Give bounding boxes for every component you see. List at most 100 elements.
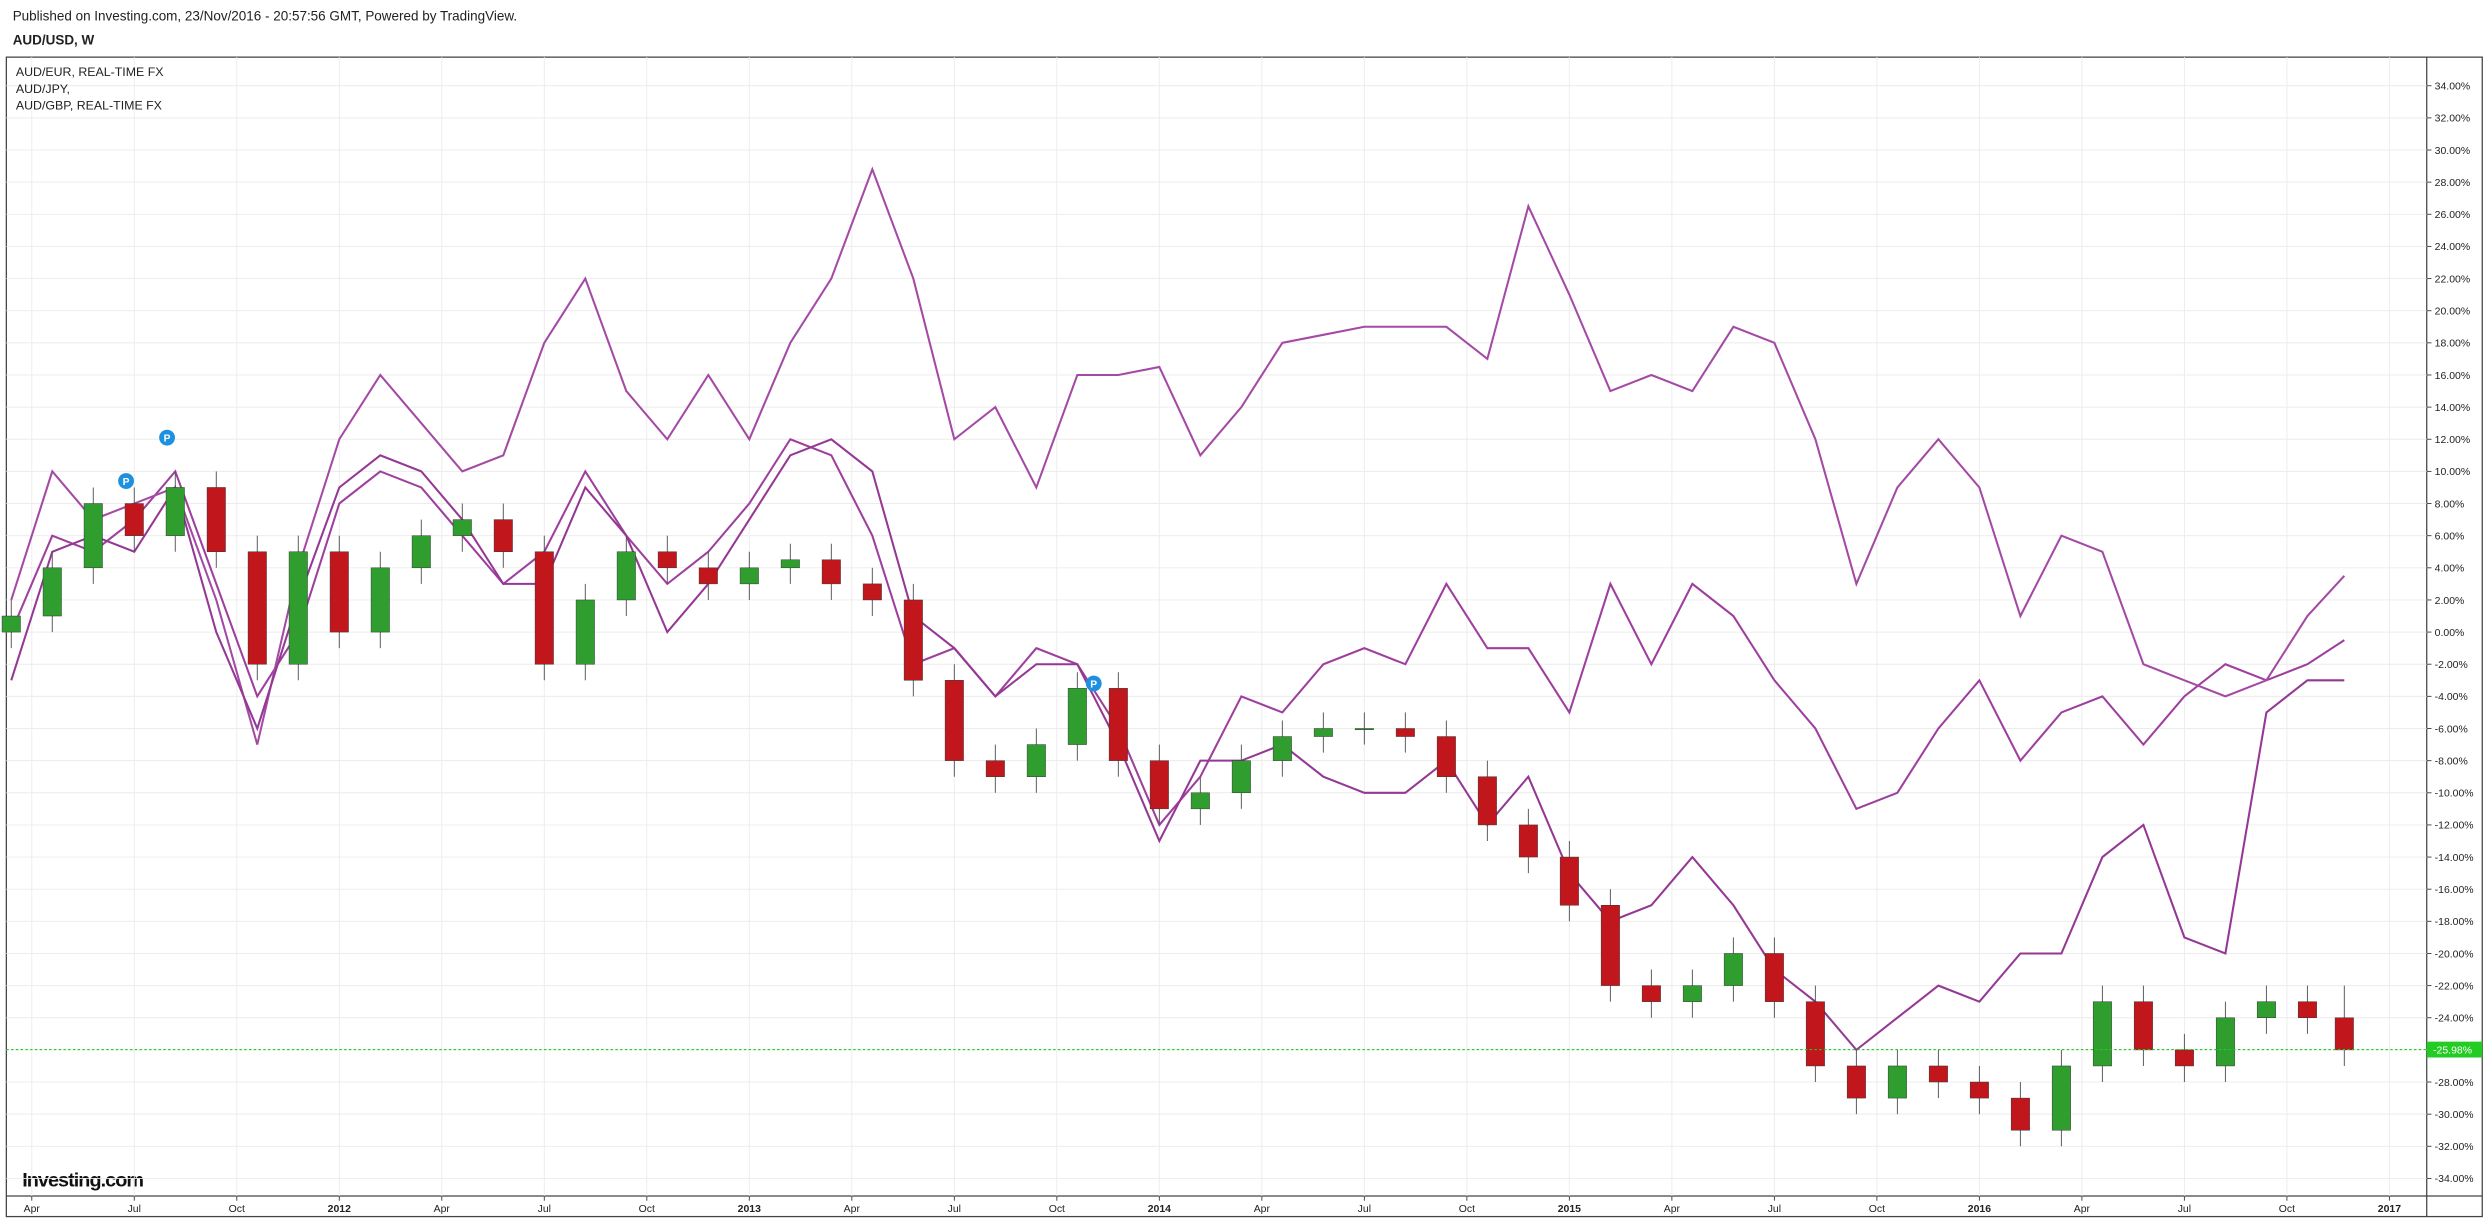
x-tick-label: Apr [844, 1204, 861, 1215]
y-tick-label: 22.00% [2435, 274, 2470, 285]
candle-body [370, 567, 390, 633]
candle-body [1067, 688, 1087, 745]
candle-body [42, 567, 62, 617]
event-marker [159, 429, 176, 446]
candle-body [452, 519, 472, 536]
x-tick-label: Apr [24, 1204, 41, 1215]
candle-body [2051, 1065, 2071, 1131]
candle-body [1928, 1065, 1948, 1083]
candle-body [247, 551, 267, 665]
candle-body [2092, 1001, 2112, 1067]
x-tick-label: Jul [128, 1204, 141, 1215]
candle-body [1518, 824, 1538, 858]
y-tick-label: 20.00% [2435, 307, 2470, 318]
candle-body [1559, 856, 1579, 906]
x-tick-label: Apr [434, 1204, 451, 1215]
y-tick-label: 32.00% [2435, 114, 2470, 125]
candle-body [206, 487, 226, 552]
candle-body [780, 559, 800, 569]
legend-entry: AUD/GBP, REAL-TIME FX [16, 98, 162, 112]
y-tick-label: -30.00% [2435, 1110, 2474, 1121]
event-marker-label: P [164, 433, 171, 444]
last-price-badge [2426, 1041, 2483, 1058]
axes: 34.00% 32.00% 30.00% 28.00% 26.00% 24.00% 22.0… [16, 65, 2483, 1215]
y-tick-label: -16.00% [2435, 885, 2474, 896]
x-tick-label: Jul [1768, 1204, 1781, 1215]
x-tick-label: Apr [1664, 1204, 1681, 1215]
event-marker [118, 473, 135, 489]
x-tick-label: Oct [2279, 1204, 2295, 1215]
candle-body [83, 503, 103, 569]
candle-body [1723, 953, 1743, 986]
x-tick-label: 2013 [738, 1204, 761, 1215]
x-tick-label: Oct [1459, 1204, 1475, 1215]
candle-body [1231, 760, 1251, 794]
candle-body [165, 487, 185, 536]
candle-body [2297, 1001, 2317, 1018]
x-tick-label: 2016 [1968, 1204, 1991, 1215]
candle-body [2215, 1017, 2235, 1067]
candle-body [1436, 736, 1456, 777]
y-tick-label: 16.00% [2435, 371, 2470, 382]
candle-body [534, 551, 554, 665]
x-tick-label: Jul [948, 1204, 961, 1215]
y-tick-label: 0.00% [2435, 628, 2465, 639]
x-tick-label: 2012 [328, 1204, 351, 1215]
x-tick-label: Apr [1254, 1204, 1271, 1215]
last-price-label: -25.98% [2433, 1045, 2472, 1056]
y-tick-label: -10.00% [2435, 789, 2474, 800]
y-tick-label: -24.00% [2435, 1014, 2474, 1025]
candle-body [903, 599, 923, 681]
y-tick-label: 2.00% [2435, 596, 2465, 607]
y-tick-label: 34.00% [2435, 82, 2470, 93]
x-tick-label: 2017 [2378, 1204, 2401, 1215]
candle-body [739, 567, 759, 585]
event-marker [1085, 675, 1102, 692]
candle-body [288, 551, 308, 665]
brand-logo: Investing.com [22, 1169, 143, 1191]
y-tick-label: -2.00% [2435, 660, 2468, 671]
candle-body [1313, 728, 1333, 737]
y-tick-label: -34.00% [2435, 1174, 2474, 1185]
candle-body [821, 559, 841, 585]
x-tick-label: Apr [2074, 1204, 2091, 1215]
overlay-line [10, 166, 2346, 745]
candle-body [124, 503, 144, 536]
candle-body [698, 567, 718, 585]
candle-body [657, 551, 677, 569]
x-tick-label: Jul [2178, 1204, 2191, 1215]
candle-body [1477, 776, 1497, 826]
source-text: Published on Investing.com, 23/Nov/2016 … [13, 9, 517, 24]
y-tick-label: -32.00% [2435, 1142, 2474, 1153]
y-tick-label: 28.00% [2435, 178, 2470, 189]
y-tick-label: 26.00% [2435, 210, 2470, 221]
candle-body [2334, 1017, 2354, 1051]
grid [6, 57, 2427, 1196]
event-marker-label: P [1090, 679, 1097, 690]
candle-body [1600, 905, 1620, 986]
y-tick-label: 24.00% [2435, 242, 2470, 253]
x-tick-label: Oct [1869, 1204, 1885, 1215]
candle-body [1108, 688, 1128, 761]
candle-body [1887, 1065, 1907, 1099]
candle-body [493, 519, 513, 552]
legend-entry: AUD/JPY, [16, 82, 70, 96]
y-tick-label: 4.00% [2435, 564, 2465, 575]
x-tick-label: Oct [1049, 1204, 1065, 1215]
candle-body [575, 599, 595, 665]
candle-body [862, 583, 882, 601]
candle-body [944, 680, 964, 761]
candle-body [329, 551, 349, 633]
candle-body [1190, 792, 1210, 810]
x-tick-label: Jul [1358, 1204, 1371, 1215]
y-tick-label: 18.00% [2435, 339, 2470, 350]
plot-area: P P P [1, 166, 2427, 1147]
y-tick-label: -6.00% [2435, 724, 2468, 735]
y-tick-label: 14.00% [2435, 403, 2470, 414]
y-tick-label: -14.00% [2435, 853, 2474, 864]
y-tick-label: -4.00% [2435, 692, 2468, 703]
candle-body [1969, 1081, 1989, 1099]
chart-frame [5, 56, 2483, 1218]
